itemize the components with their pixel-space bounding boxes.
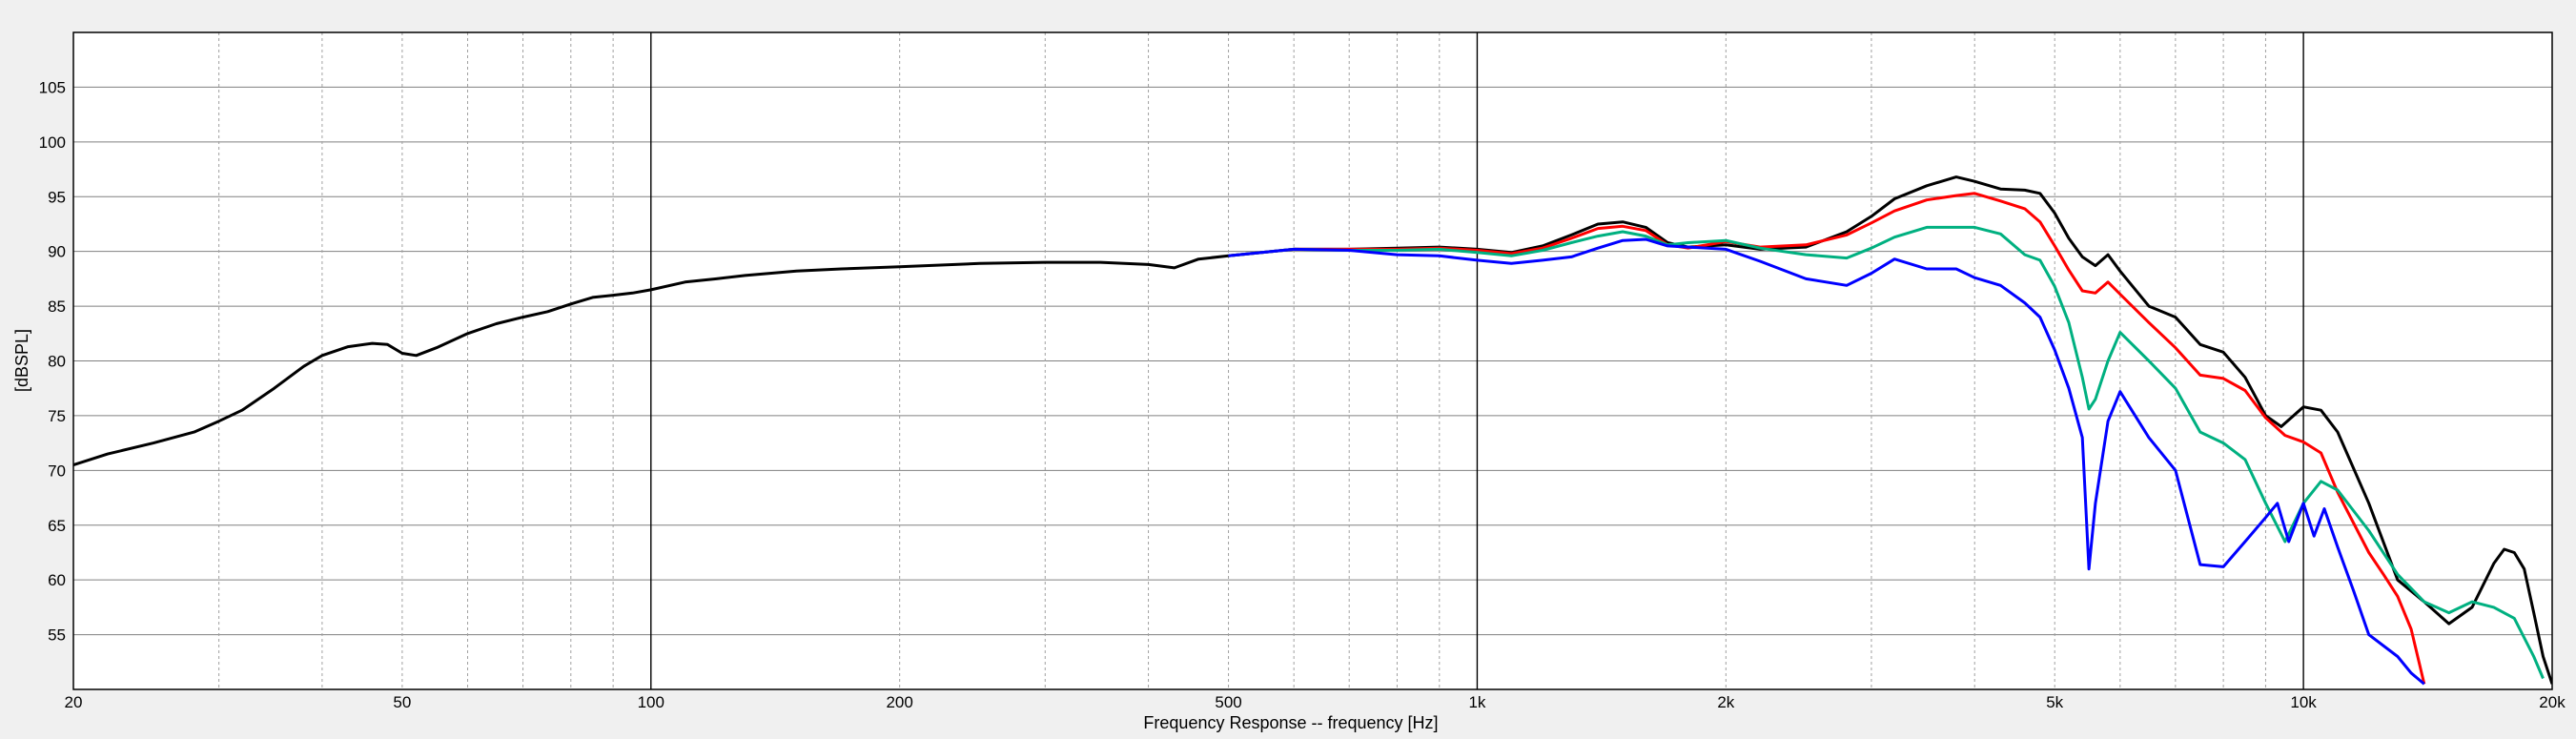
- y-tick-label: 90: [48, 243, 66, 261]
- x-tick-label: 1k: [1468, 693, 1485, 711]
- x-tick-label: 10k: [2290, 693, 2317, 711]
- x-tick-label: 500: [1215, 693, 1241, 711]
- x-tick-label: 50: [393, 693, 411, 711]
- y-tick-label: 65: [48, 517, 66, 535]
- series-line-2: [1228, 192, 2426, 685]
- y-tick-label: 85: [48, 298, 66, 316]
- y-axis-label: [dBSPL]: [12, 329, 31, 392]
- x-tick-label: 200: [886, 693, 912, 711]
- y-tick-label: 60: [48, 571, 66, 589]
- y-tick-label: 95: [48, 188, 66, 206]
- y-tick-label: 100: [39, 133, 66, 152]
- x-tick-label: 2k: [1717, 693, 1734, 711]
- x-tick-label: 100: [638, 693, 664, 711]
- y-tick-label: 75: [48, 407, 66, 425]
- y-tick-label: 70: [48, 462, 66, 480]
- x-tick-label: 20: [65, 693, 83, 711]
- series-line-1: [73, 175, 2552, 685]
- x-tick-label: 5k: [2046, 693, 2063, 711]
- x-axis-label: Frequency Response -- frequency [Hz]: [1143, 713, 1438, 732]
- series-line-3: [1228, 225, 2545, 680]
- y-tick-label: 105: [39, 78, 66, 96]
- grid: [73, 32, 2552, 689]
- y-tick-label: 55: [48, 626, 66, 645]
- series-layer: [73, 175, 2552, 686]
- tick-labels: 55 60 65 70 75 80 85 90 95 100 105 20 50 100 200 500 1k 2…: [39, 78, 2566, 711]
- series-line-4: [1228, 237, 2425, 686]
- x-tick-label: 20k: [2539, 693, 2566, 711]
- plot-frame: [72, 31, 2553, 690]
- y-tick-label: 80: [48, 353, 66, 371]
